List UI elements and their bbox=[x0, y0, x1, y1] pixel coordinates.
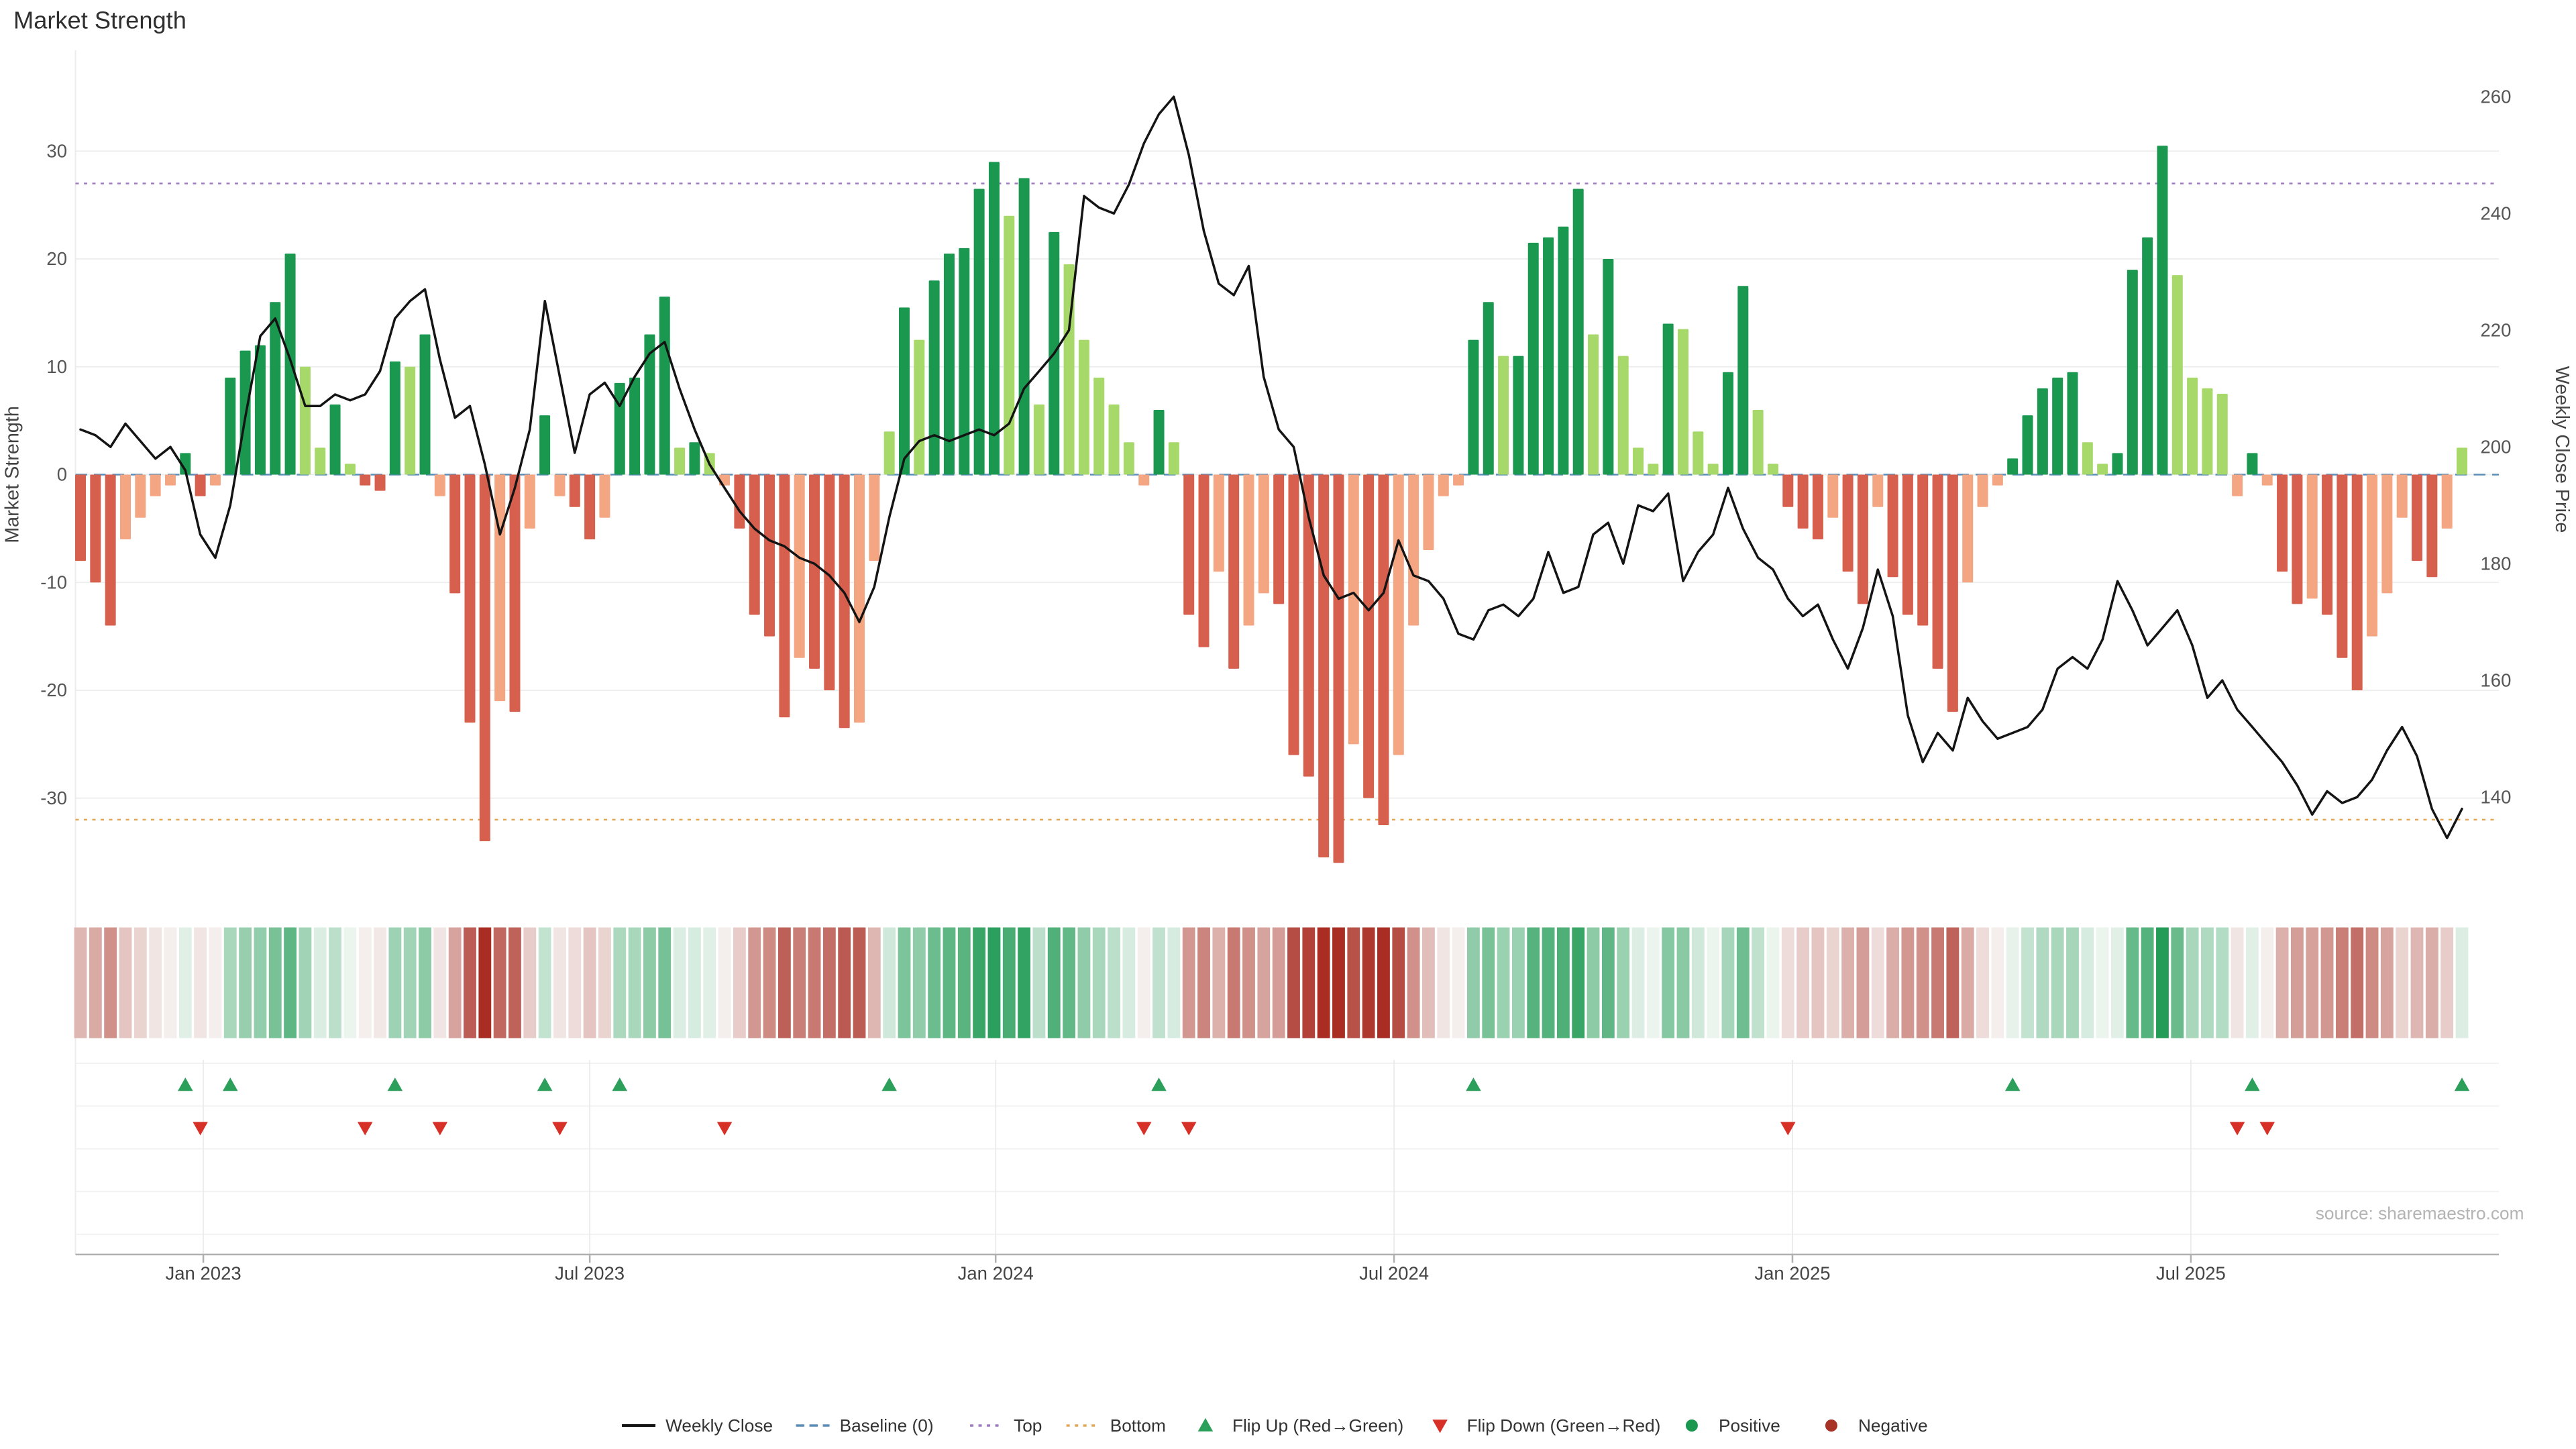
flip-up-icon bbox=[537, 1077, 553, 1091]
threshold-lines bbox=[75, 182, 2499, 821]
right-axis-label: Weekly Close Price bbox=[2551, 366, 2573, 533]
legend-label: Top bbox=[1014, 1415, 1042, 1436]
svg-text:240: 240 bbox=[2481, 203, 2512, 223]
svg-text:Jan 2025: Jan 2025 bbox=[1754, 1263, 1830, 1284]
svg-text:160: 160 bbox=[2481, 669, 2512, 690]
flip-down-icon bbox=[716, 1122, 733, 1136]
legend-label: Negative bbox=[1858, 1415, 1928, 1436]
legend-item: Flip Up (Red→Green) bbox=[1197, 1415, 1403, 1436]
svg-text:30: 30 bbox=[46, 140, 67, 161]
flip-down-icon bbox=[1181, 1122, 1197, 1136]
svg-text:Jul 2024: Jul 2024 bbox=[1359, 1263, 1429, 1284]
svg-text:20: 20 bbox=[46, 248, 67, 269]
flip-up-icon bbox=[223, 1077, 238, 1091]
legend-item: Baseline (0) bbox=[796, 1415, 934, 1436]
svg-text:-30: -30 bbox=[40, 788, 67, 808]
left-axis-label: Market Strength bbox=[2, 406, 23, 543]
legend-item: Positive bbox=[1685, 1415, 1780, 1436]
svg-text:-10: -10 bbox=[40, 572, 67, 592]
legend-label: Flip Down (Green→Red) bbox=[1467, 1415, 1661, 1436]
source-credit: source: sharemaestro.com bbox=[2316, 1203, 2524, 1224]
legend-item: Weekly Close bbox=[622, 1415, 773, 1436]
page-title: Market Strength bbox=[13, 7, 186, 34]
svg-text:Jul 2023: Jul 2023 bbox=[555, 1263, 625, 1284]
flip-down-icon bbox=[357, 1122, 373, 1136]
legend-label: Baseline (0) bbox=[840, 1415, 934, 1436]
flip-up-icon bbox=[387, 1077, 403, 1091]
legend-item: Bottom bbox=[1066, 1415, 1166, 1436]
legend-item: Negative bbox=[1825, 1415, 1928, 1436]
flip-up-icon bbox=[1466, 1077, 1481, 1091]
flip-down-icon bbox=[552, 1122, 568, 1136]
gridlines bbox=[74, 50, 2499, 1254]
flip-down-icon bbox=[2259, 1122, 2275, 1136]
svg-text:180: 180 bbox=[2481, 553, 2512, 574]
legend-label: Bottom bbox=[1110, 1415, 1166, 1436]
legend-item: Flip Down (Green→Red) bbox=[1432, 1415, 1660, 1436]
svg-text:10: 10 bbox=[46, 356, 67, 377]
flip-down-icon bbox=[432, 1122, 448, 1136]
flip-down-icon bbox=[1780, 1122, 1796, 1136]
legend-label: Positive bbox=[1719, 1415, 1780, 1436]
legend-label: Flip Up (Red→Green) bbox=[1232, 1415, 1403, 1436]
svg-text:0: 0 bbox=[57, 464, 67, 485]
legend-item: Top bbox=[970, 1415, 1042, 1436]
svg-text:Jan 2024: Jan 2024 bbox=[958, 1263, 1034, 1284]
flip-up-icon bbox=[2004, 1077, 2021, 1091]
strength-heatmap bbox=[74, 927, 2469, 1038]
strength-bars bbox=[75, 146, 2468, 863]
legend-label: Weekly Close bbox=[665, 1415, 773, 1436]
x-axis: Jan 2023 Jul 2023 Jan 2024 Jul 2024 Jan 2025… bbox=[75, 1253, 2499, 1284]
svg-text:140: 140 bbox=[2481, 786, 2512, 807]
flip-up-icon bbox=[1151, 1077, 1167, 1091]
svg-text:-20: -20 bbox=[40, 680, 67, 700]
flip-markers bbox=[178, 1077, 2470, 1136]
weekly-close-line bbox=[79, 95, 2463, 840]
flip-up-icon bbox=[2454, 1077, 2470, 1091]
flip-up-icon bbox=[2245, 1077, 2260, 1091]
flip-down-icon bbox=[2229, 1122, 2245, 1136]
svg-text:Jul 2025: Jul 2025 bbox=[2156, 1263, 2226, 1284]
left-axis-ticks: 30 20 10 0 -10 -20 -30 bbox=[40, 140, 67, 808]
flip-down-icon bbox=[1136, 1122, 1152, 1136]
svg-text:Jan 2023: Jan 2023 bbox=[166, 1263, 241, 1284]
svg-text:260: 260 bbox=[2481, 86, 2512, 107]
legend: Weekly Close Baseline (0) Top Bottom Flip Up… bbox=[622, 1415, 1928, 1436]
svg-text:220: 220 bbox=[2481, 319, 2512, 340]
svg-text:200: 200 bbox=[2481, 436, 2512, 457]
right-axis-ticks: 260 240 220 200 180 160 140 bbox=[2481, 86, 2512, 807]
flip-up-icon bbox=[612, 1077, 628, 1091]
flip-up-icon bbox=[178, 1077, 193, 1091]
flip-up-icon bbox=[881, 1077, 897, 1091]
flip-down-icon bbox=[193, 1122, 208, 1136]
